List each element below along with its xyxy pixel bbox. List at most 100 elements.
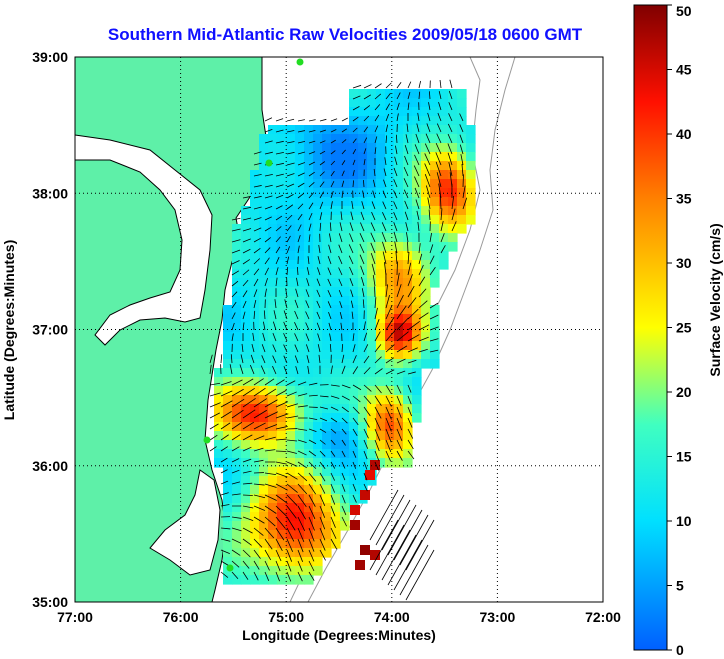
velocity-cell <box>304 476 314 486</box>
velocity-vector <box>253 173 262 177</box>
velocity-cell <box>340 170 350 180</box>
velocity-cell <box>430 278 440 288</box>
velocity-vector <box>385 357 395 364</box>
velocity-vector <box>418 312 429 320</box>
velocity-cell <box>331 404 341 414</box>
velocity-cell <box>223 368 233 378</box>
velocity-vector <box>407 406 412 417</box>
velocity-cell <box>376 197 386 207</box>
velocity-cell <box>448 206 458 216</box>
velocity-vector <box>414 144 420 155</box>
velocity-vector <box>439 79 442 89</box>
velocity-cell <box>304 350 314 360</box>
velocity-cell <box>286 368 296 378</box>
velocity-cell <box>385 431 395 441</box>
velocity-vector <box>429 267 436 276</box>
velocity-cell <box>322 278 332 288</box>
velocity-cell <box>286 377 296 387</box>
velocity-vector <box>264 472 277 476</box>
velocity-vector <box>253 538 263 548</box>
velocity-vector <box>242 571 249 580</box>
velocity-cell <box>358 215 368 225</box>
velocity-cell <box>394 458 404 468</box>
velocity-vector <box>374 344 382 353</box>
velocity-cell <box>331 224 341 234</box>
velocity-vector <box>264 173 273 177</box>
velocity-cell <box>277 161 287 171</box>
velocity-vector <box>294 344 299 353</box>
velocity-cell <box>466 125 476 135</box>
velocity-cell <box>466 188 476 198</box>
velocity-vector <box>308 382 318 386</box>
velocity-cell <box>457 179 467 189</box>
velocity-vector <box>352 333 355 342</box>
velocity-cell <box>349 404 359 414</box>
velocity-cell <box>340 377 350 387</box>
velocity-cell <box>268 512 278 522</box>
velocity-vector <box>319 406 329 410</box>
velocity-cell <box>394 341 404 351</box>
velocity-vector <box>407 241 409 254</box>
velocity-vector <box>297 119 305 122</box>
velocity-cell <box>376 278 386 288</box>
velocity-cell <box>295 440 305 450</box>
velocity-cell <box>340 467 350 477</box>
velocity-cell <box>394 368 404 378</box>
velocity-vector <box>448 90 453 100</box>
velocity-vector <box>308 494 316 507</box>
velocity-cell <box>304 188 314 198</box>
velocity-vector <box>396 284 402 298</box>
velocity-vector <box>341 190 344 199</box>
velocity-cell <box>241 485 251 495</box>
velocity-cell <box>439 161 449 171</box>
velocity-cell <box>322 341 332 351</box>
velocity-vector <box>297 193 305 199</box>
velocity-cell <box>277 269 287 279</box>
velocity-vector <box>297 130 306 133</box>
velocity-vector <box>381 222 387 232</box>
velocity-cell <box>304 296 314 306</box>
velocity-cell <box>430 332 440 342</box>
velocity-cell <box>376 404 386 414</box>
velocity-cell <box>349 233 359 243</box>
velocity-cell <box>241 233 251 243</box>
velocity-vector <box>385 316 395 331</box>
velocity-vector <box>440 233 445 243</box>
velocity-vector <box>286 527 295 542</box>
velocity-cell <box>268 197 278 207</box>
velocity-vector <box>385 92 391 100</box>
velocity-cell <box>331 458 341 468</box>
velocity-cell <box>286 260 296 270</box>
velocity-cell <box>403 134 413 144</box>
velocity-cell <box>241 260 251 270</box>
velocity-cell <box>241 458 251 468</box>
velocity-cell <box>412 368 422 378</box>
velocity-vector <box>374 125 379 133</box>
velocity-cell <box>259 359 269 369</box>
velocity-cell <box>295 125 305 135</box>
velocity-vector <box>308 417 318 421</box>
velocity-cell <box>268 413 278 423</box>
velocity-cell <box>250 431 260 441</box>
velocity-vector <box>461 163 464 177</box>
velocity-cell <box>322 548 332 558</box>
velocity-cell <box>322 368 332 378</box>
velocity-vector <box>349 233 354 243</box>
velocity-vector <box>330 406 339 411</box>
velocity-vector <box>231 571 239 580</box>
velocity-vector <box>417 112 420 122</box>
velocity-vector <box>363 126 369 133</box>
velocity-cell <box>385 269 395 279</box>
velocity-vector <box>297 182 305 188</box>
velocity-cell <box>277 143 287 153</box>
velocity-cell <box>304 566 314 576</box>
velocity-vector <box>253 516 265 524</box>
velocity-field <box>214 89 476 585</box>
velocity-cell <box>367 359 377 369</box>
velocity-cell <box>313 134 323 144</box>
velocity-vector <box>393 167 398 177</box>
velocity-cell <box>268 530 278 540</box>
velocity-vector <box>209 382 221 386</box>
velocity-cell <box>421 215 431 225</box>
velocity-cell <box>430 359 440 369</box>
